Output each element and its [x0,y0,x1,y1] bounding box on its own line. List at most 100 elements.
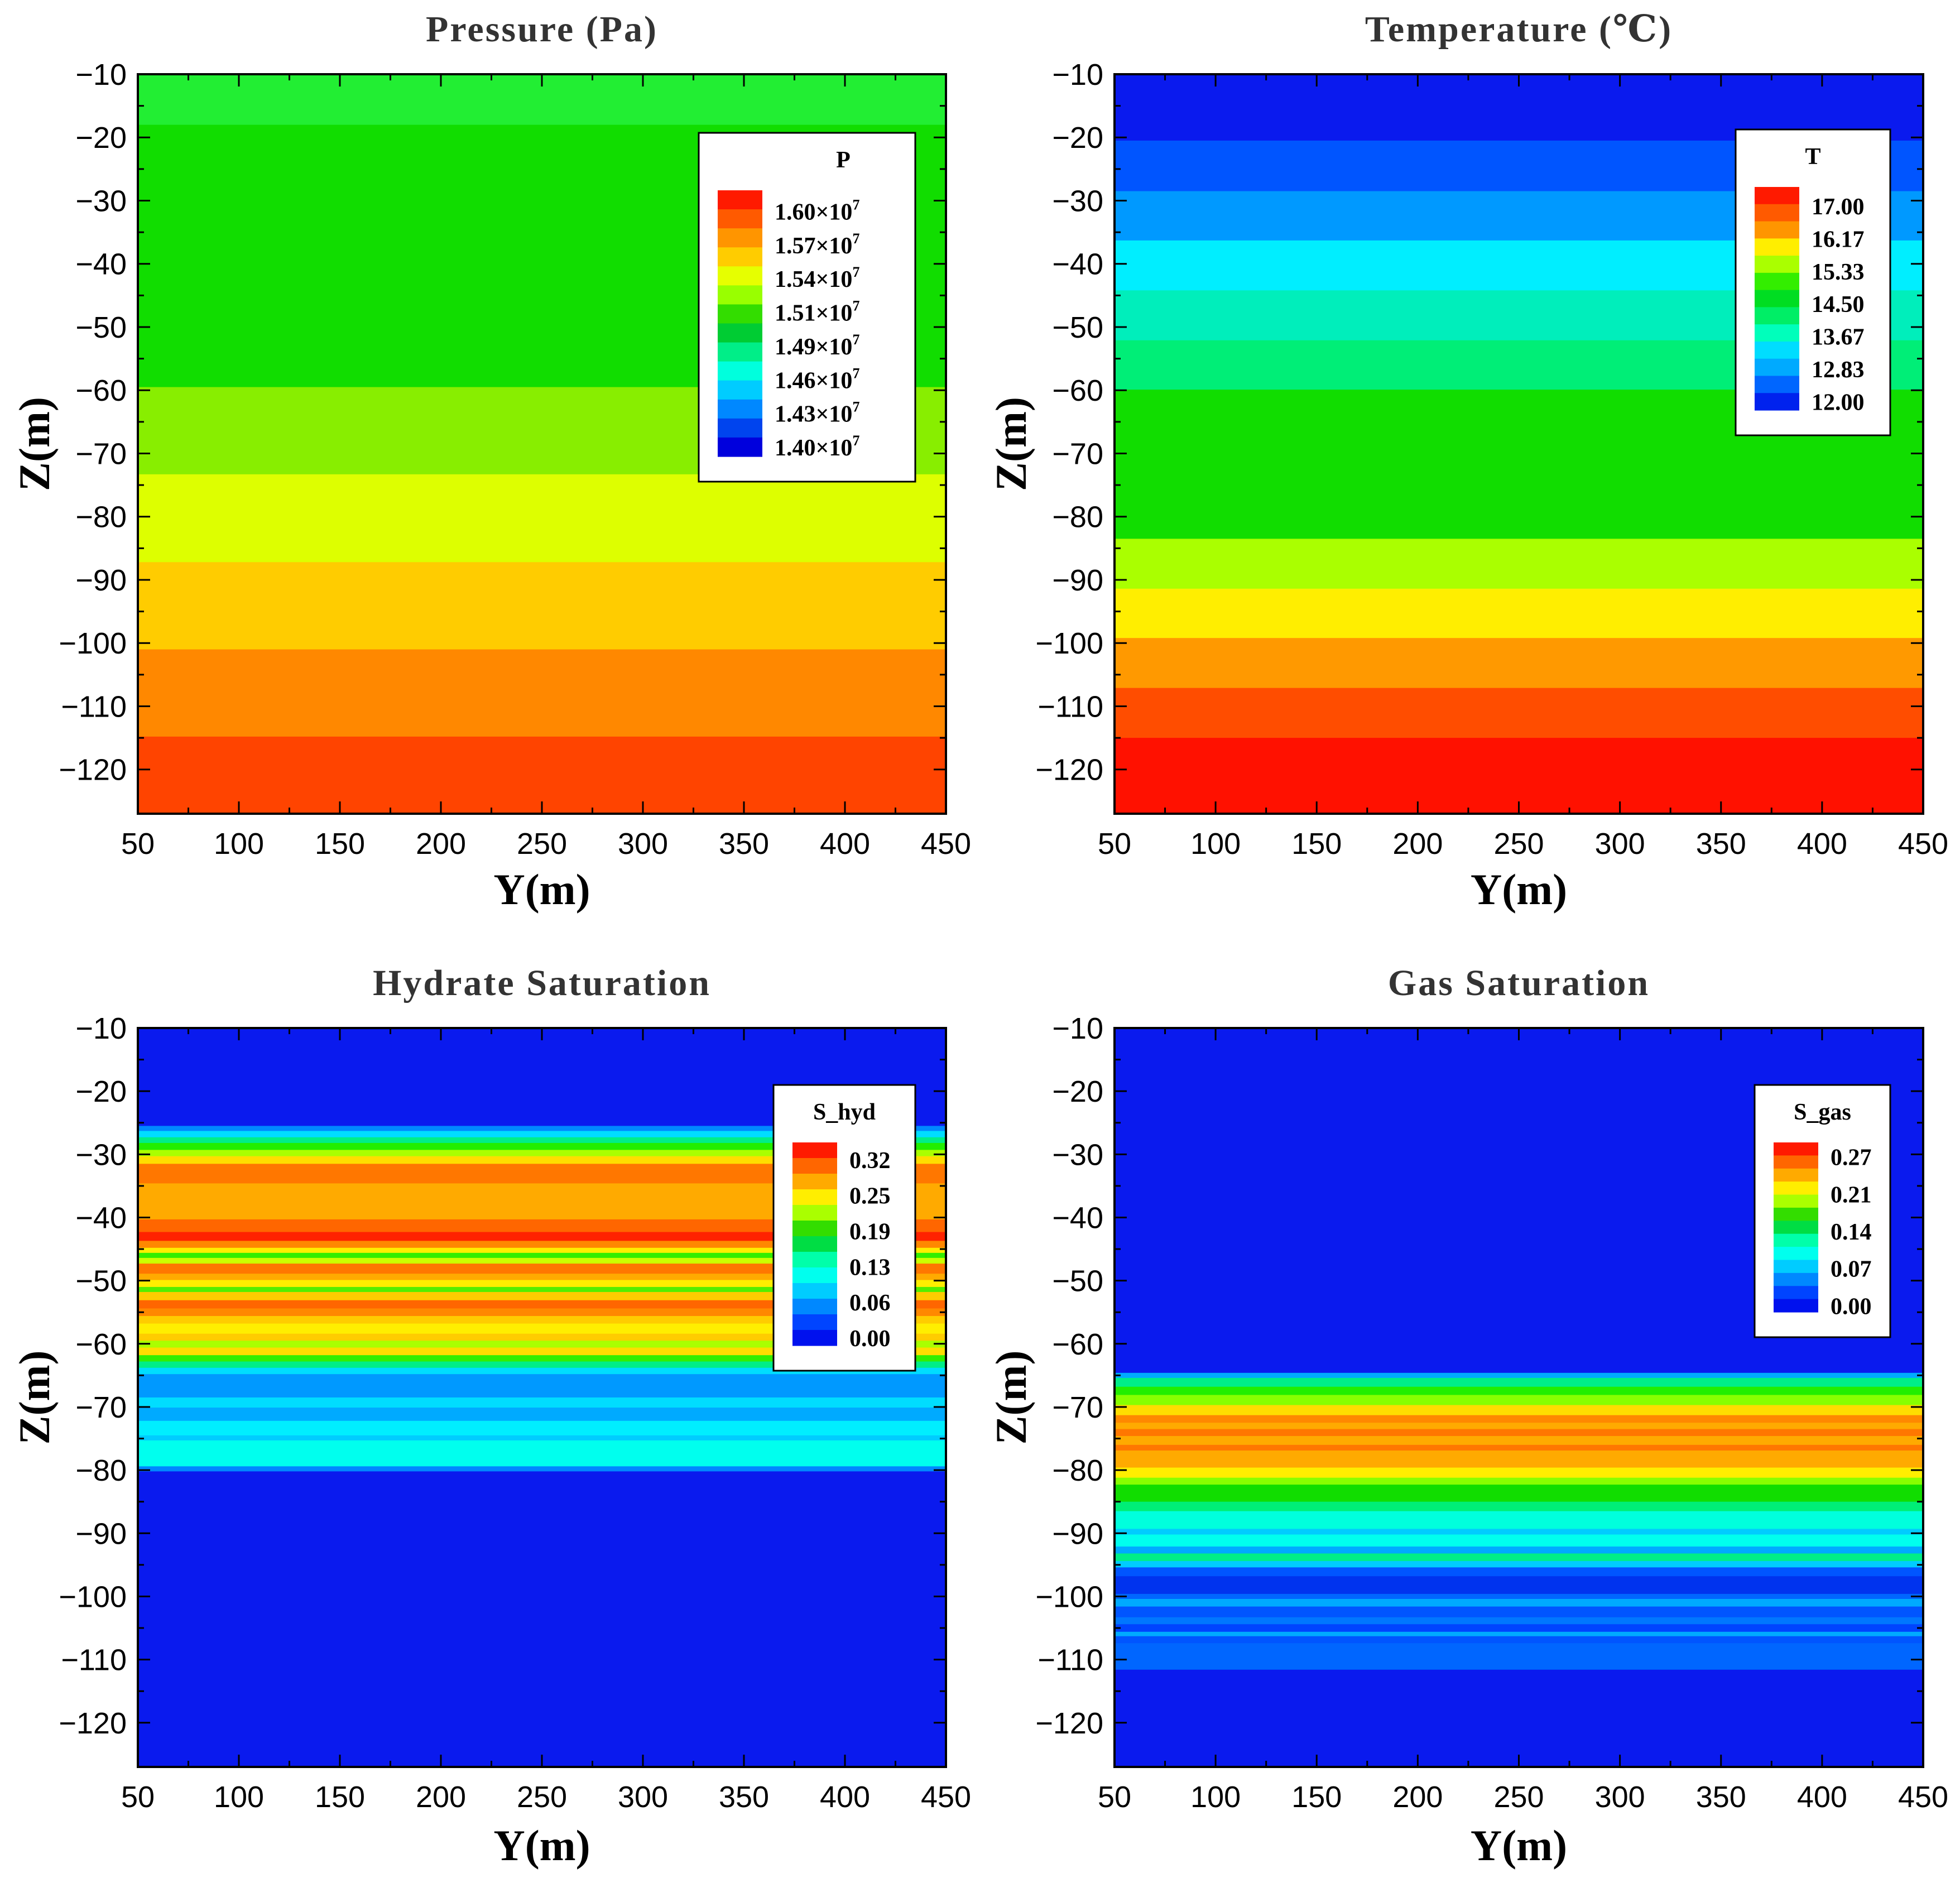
legend-label: 0.00 [849,1326,891,1352]
legend-swatch [1755,307,1799,325]
x-tick-label: 450 [921,1780,971,1814]
contour-band [138,1374,946,1398]
y-axis: −10 −20 −30 −40 −50 −60 −70 −80 −90 −100 −110 −120 [59,1012,946,1740]
legend-swatch [1774,1247,1818,1261]
y-tick-label: −90 [1052,564,1103,597]
contour-band [1114,1617,1923,1625]
legend-label: 0.27 [1831,1145,1872,1171]
x-tick-label: 450 [1898,1780,1948,1814]
x-axis: 50 100 150 200 250 300 350 400 450 [121,1028,971,1814]
contour-band [138,1397,946,1408]
y-axis-label: Z(m) [987,397,1035,491]
contour-band [138,1300,946,1309]
x-tick-label: 450 [1898,827,1948,861]
legend: S_hyd 0.32 0.25 0.19 0.13 0.06 0.00 [772,1084,916,1372]
x-tick-label: 400 [1797,1780,1847,1814]
y-tick-label: −110 [61,690,127,723]
contour-band [138,1257,946,1264]
legend-label-exponent: 7 [852,230,859,247]
legend-swatch [1774,1194,1818,1208]
y-tick-label: −10 [1052,58,1103,92]
contour-band [1114,1501,1923,1512]
legend-swatch [1774,1233,1818,1247]
y-tick-label: −60 [1052,374,1103,407]
legend-swatch [792,1205,837,1221]
contour-band [1114,1669,1923,1767]
legend-label-exponent: 7 [852,264,859,280]
y-tick-label: −40 [1052,248,1103,281]
legend-label: 13.67 [1812,325,1865,350]
contour-band [138,1316,946,1324]
y-tick-label: −40 [75,1201,127,1235]
legend: P1.60×1071.57×1071.54×1071.51×1071.49×10… [698,132,916,483]
y-axis-label: Z(m) [987,1351,1035,1445]
contour-band [138,1150,946,1157]
legend-label: 12.83 [1812,357,1865,383]
y-tick-label: −90 [1052,1517,1103,1550]
panel-2: Temperature (℃)−10−20−30−40−50−60−70−80−… [987,9,1948,914]
legend-swatch [1755,272,1799,291]
contour-field [138,1028,946,1767]
contour-band [138,1471,946,1767]
legend-label: 17.00 [1812,194,1865,220]
contour-band [1114,1372,1923,1379]
contour-band [138,1420,946,1436]
legend-swatch [718,304,762,324]
y-tick-label: −70 [75,437,127,470]
contour-band [138,1264,946,1274]
contour-band [1114,1624,1923,1632]
legend-label: 0.13 [849,1255,891,1280]
x-tick-label: 100 [214,827,264,861]
y-tick-label: −40 [1052,1201,1103,1235]
y-tick-label: −40 [75,248,127,281]
x-axis-label: Y(m) [1471,1821,1567,1870]
legend-label: 0.25 [849,1184,891,1209]
legend-title: S_hyd [813,1099,876,1125]
legend-swatch [718,209,762,229]
contour-band [1114,638,1923,689]
panel-4: Gas Saturation −10 −20 −30 −40 −50 −60 −70 −80 −9… [987,963,1948,1870]
x-tick-label: 100 [1190,827,1241,861]
x-tick-label: 300 [618,827,668,861]
contour-band [1114,539,1923,589]
contour-band [138,1308,946,1317]
contour-band [1114,1606,1923,1618]
legend-swatch [1755,341,1799,359]
legend-title: T [1805,144,1820,170]
legend-label: 1.46×107 [775,365,859,393]
panel-3: Hydrate Saturation−10−20−30−40−50−60−70−… [10,963,971,1870]
contour-band [138,1440,946,1467]
y-tick-label: −80 [75,1454,127,1487]
x-tick-label: 200 [1392,1780,1443,1814]
contour-band [138,1323,946,1334]
contour-band [138,1408,946,1421]
y-tick-label: −80 [75,501,127,534]
y-tick-label: −120 [1035,1707,1103,1740]
y-tick-label: −20 [75,1075,127,1108]
contour-band [1114,1576,1923,1594]
y-axis: −10 −20 −30 −40 −50 −60 −70 −80 −90 −100 −110 −120 [1035,1012,1923,1740]
legend-label-exponent: 7 [852,365,859,381]
contour-band [1114,1395,1923,1406]
legend-swatch [1755,221,1799,239]
y-tick-label: −100 [59,1580,127,1613]
legend-label: 12.00 [1812,390,1865,416]
x-tick-label: 50 [1098,827,1131,861]
legend-label: 1.57×107 [775,230,859,259]
x-tick-label: 400 [1797,827,1847,861]
y-tick-label: −10 [1052,1012,1103,1045]
y-tick-label: −80 [1052,1454,1103,1487]
y-tick-label: −90 [75,1517,127,1550]
legend-swatch [718,380,762,400]
x-tick-label: 50 [121,1780,155,1814]
contour-band [138,1142,946,1151]
contour-band [138,1292,946,1301]
y-tick-label: −110 [1037,1644,1103,1677]
legend-swatch [718,418,762,438]
legend-label-mantissa: 1.43×10 [775,402,852,428]
contour-band [138,1466,946,1472]
y-tick-label: −50 [75,1265,127,1298]
y-tick-label: −30 [75,184,127,218]
x-tick-label: 300 [1595,1780,1645,1814]
contour-band [1114,1598,1923,1607]
